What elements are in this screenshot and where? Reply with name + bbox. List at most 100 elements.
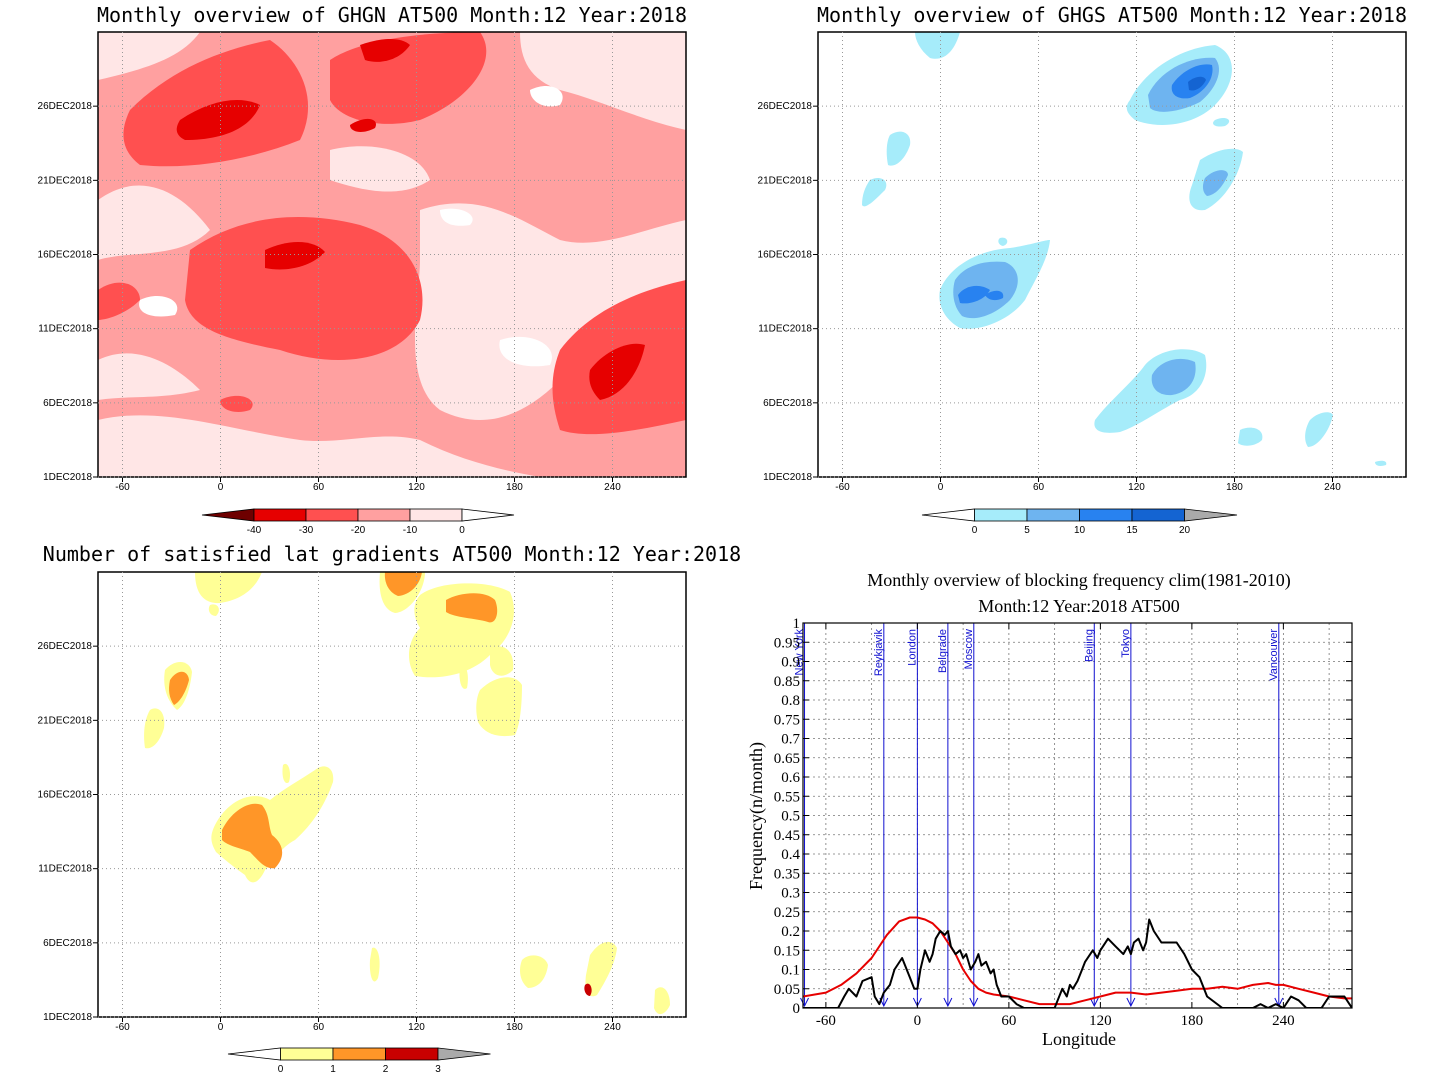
chart-x-tick-label: 60 xyxy=(1001,1013,1016,1029)
ghgs-y-tick-label: 21DEC2018 xyxy=(758,175,813,186)
ghgs-y-tick-label: 11DEC2018 xyxy=(758,324,812,335)
series-line-0 xyxy=(803,916,1352,1006)
ghgs-x-tick-label: 0 xyxy=(938,482,944,493)
chart-y-tick-label: 0.2 xyxy=(781,924,800,940)
lat-colorbar-label: 1 xyxy=(330,1064,336,1075)
lat-x-tick-label: 120 xyxy=(408,1022,425,1033)
ghgn-y-tick-label: 21DEC2018 xyxy=(38,175,93,186)
ghgs-contour-field xyxy=(818,32,1406,477)
ghgs-y-tick-label: 16DEC2018 xyxy=(758,250,813,261)
lat-gradients-title: Number of satisfied lat gradients AT500 … xyxy=(43,542,741,566)
ghgn-y-tick-label: 11DEC2018 xyxy=(38,324,92,335)
ghgn-colorbar-label: -20 xyxy=(351,525,366,536)
chart-y-tick-label: 0.45 xyxy=(774,828,800,844)
chart-y-tick-label: 0.25 xyxy=(774,905,800,921)
ghgs-colorbar-segment xyxy=(1079,508,1133,522)
lat-colorbar-low-arrow xyxy=(227,1047,281,1061)
city-label: Tokyo xyxy=(1120,629,1132,658)
city-label: Reykjavik xyxy=(873,629,885,677)
ghgn-y-tick-label: 6DEC2018 xyxy=(43,398,92,409)
city-label: Beijing xyxy=(1083,629,1095,662)
ghgs-x-tick-label: 60 xyxy=(1033,482,1045,493)
ghgn-y-tick-label: 26DEC2018 xyxy=(38,101,93,112)
chart-y-tick-label: 0.55 xyxy=(774,789,800,805)
chart-y-tick-label: 0.75 xyxy=(774,712,800,728)
ghgn-colorbar-label: -40 xyxy=(247,525,262,536)
lat-gradients-panel: Number of satisfied lat gradients AT500 … xyxy=(38,542,742,1075)
chart-ylabel: Frequency(n/month) xyxy=(746,742,767,890)
city-label: Belgrade xyxy=(937,629,949,673)
ghgn-y-tick-label: 16DEC2018 xyxy=(38,250,93,261)
lat-colorbar-label: 0 xyxy=(278,1064,284,1075)
ghgn-x-tick-label: 0 xyxy=(218,482,224,493)
ghgs-colorbar-label: 0 xyxy=(972,525,978,536)
chart-y-tick-label: 0.8 xyxy=(781,693,800,709)
lat-x-tick-label: 60 xyxy=(313,1022,325,1033)
chart-series xyxy=(803,916,1352,1008)
ghgn-panel: Monthly overview of GHGN AT500 Month:12 … xyxy=(38,3,687,536)
lat-colorbar-segment xyxy=(332,1047,386,1061)
ghgs-x-tick-label: 240 xyxy=(1324,482,1341,493)
chart-y-tick-label: 0.85 xyxy=(774,674,800,690)
lat-y-tick-label: 21DEC2018 xyxy=(38,715,93,726)
chart-x-tick-label: 240 xyxy=(1272,1013,1295,1029)
city-marker-arrow xyxy=(943,997,953,1008)
ghgs-colorbar-low-arrow xyxy=(921,508,975,522)
ghgn-colorbar-high-arrow xyxy=(461,508,515,522)
ghgs-x-tick-label: -60 xyxy=(835,482,850,493)
chart-x-tick-label: 180 xyxy=(1181,1013,1204,1029)
ghgn-x-tick-label: 120 xyxy=(408,482,425,493)
ghgn-x-tick-label: 60 xyxy=(313,482,325,493)
lat-y-tick-label: 16DEC2018 xyxy=(38,790,93,801)
chart-y-tick-label: 0.7 xyxy=(781,732,800,748)
ghgn-colorbar-label: -10 xyxy=(403,525,418,536)
ghgn-colorbar-segment xyxy=(253,508,307,522)
lat-x-tick-label: 240 xyxy=(604,1022,621,1033)
ghgs-colorbar-segment xyxy=(1131,508,1185,522)
ghgs-axes: -60 0 60 120 180 240 1DEC2018 6DEC2018 11DEC2018… xyxy=(758,32,1406,493)
chart-y-tick-label: 0.9 xyxy=(781,655,800,671)
chart-subtitle: Month:12 Year:2018 AT500 xyxy=(978,596,1180,616)
chart-y-tick-label: 0.65 xyxy=(774,751,800,767)
city-marker-arrow xyxy=(800,997,809,1008)
ghgs-x-tick-label: 180 xyxy=(1226,482,1243,493)
chart-xlabel: Longitude xyxy=(1042,1029,1116,1049)
ghgs-colorbar: 0 5 10 15 20 xyxy=(921,508,1238,536)
city-marker-arrow xyxy=(1126,997,1136,1008)
lat-colorbar-segment xyxy=(385,1047,439,1061)
ghgs-x-tick-label: 120 xyxy=(1128,482,1145,493)
ghgn-contour-field xyxy=(98,32,686,477)
city-marker-arrow xyxy=(1089,997,1099,1008)
lat-colorbar-label: 2 xyxy=(383,1064,389,1075)
city-label: London xyxy=(906,629,918,666)
chart-y-tick-label: 0.3 xyxy=(781,886,800,902)
chart-y-tick-label: 0.5 xyxy=(781,809,800,825)
ghgn-colorbar-label: -30 xyxy=(299,525,314,536)
ghgs-colorbar-segment xyxy=(1026,508,1080,522)
lat-colorbar-high-arrow xyxy=(437,1047,491,1061)
chart-y-tick-label: 0.05 xyxy=(774,982,800,998)
chart-y-tick-label: 0.1 xyxy=(781,963,800,979)
chart-y-tick-label: 0.35 xyxy=(774,866,800,882)
chart-y-tick-label: 0.4 xyxy=(781,847,800,863)
chart-y-tick-label: 0.6 xyxy=(781,770,800,786)
chart-title: Monthly overview of blocking frequency c… xyxy=(867,570,1290,591)
ghgn-y-tick-label: 1DEC2018 xyxy=(43,472,92,483)
blocking-frequency-chart: Monthly overview of blocking frequency c… xyxy=(746,570,1353,1049)
lat-colorbar-segment xyxy=(280,1047,334,1061)
lat-x-tick-label: 180 xyxy=(506,1022,523,1033)
ghgn-colorbar-segment xyxy=(305,508,359,522)
ghgs-y-tick-label: 26DEC2018 xyxy=(758,101,813,112)
ghgn-title: Monthly overview of GHGN AT500 Month:12 … xyxy=(97,3,687,27)
ghgs-colorbar-segment xyxy=(974,508,1028,522)
lat-gradients-axes: -60 0 60 120 180 240 1DEC2018 6DEC2018 11DEC2018… xyxy=(38,572,686,1033)
lat-y-tick-label: 6DEC2018 xyxy=(43,938,92,949)
ghgs-colorbar-high-arrow xyxy=(1184,508,1238,522)
city-label: Moscow xyxy=(963,629,975,669)
chart-y-tick-label: 1 xyxy=(793,616,801,632)
ghgs-colorbar-label: 15 xyxy=(1126,525,1138,536)
ghgn-colorbar: -40 -30 -20 -10 0 xyxy=(201,508,515,536)
ghgs-colorbar-label: 5 xyxy=(1024,525,1030,536)
ghgn-x-tick-label: 180 xyxy=(506,482,523,493)
ghgs-colorbar-label: 10 xyxy=(1074,525,1086,536)
